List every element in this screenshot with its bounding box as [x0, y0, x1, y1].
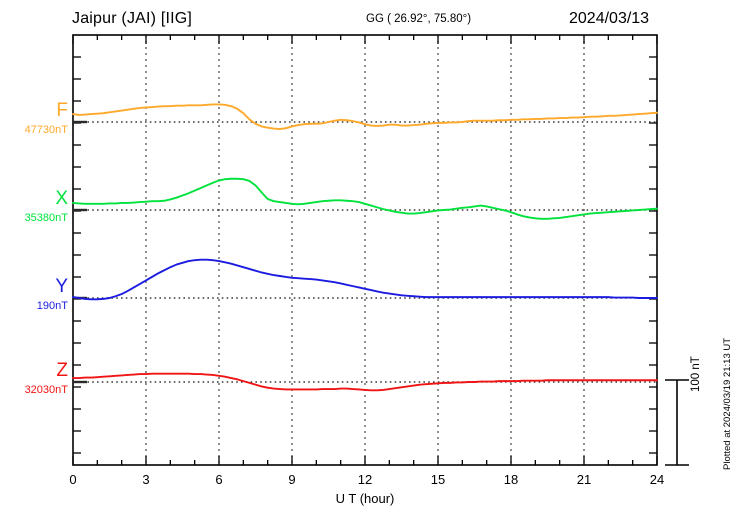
x-axis-title: U T (hour) — [335, 491, 395, 506]
component-label-Z: Z — [56, 360, 68, 381]
x-tick-label: 21 — [576, 472, 592, 487]
component-label-Y: Y — [55, 276, 68, 297]
trace-F — [72, 103, 658, 130]
geographic-coordinates: GG ( 26.92°, 75.80°) — [366, 13, 472, 25]
component-baseline-F: 47730nT — [24, 124, 68, 136]
x-tick-label: 12 — [357, 472, 373, 487]
x-tick-label: 0 — [69, 472, 77, 487]
trace-Y — [72, 258, 658, 301]
trace-Z — [72, 372, 658, 392]
x-tick-label: 15 — [430, 472, 446, 487]
component-label-F: F — [56, 100, 68, 121]
trace-X — [72, 177, 658, 220]
component-baseline-Z: 32030nT — [24, 384, 68, 396]
station-title: Jaipur (JAI) [IIG] — [72, 10, 193, 27]
x-tick-label: 6 — [215, 472, 223, 487]
x-tick-label: 3 — [142, 472, 150, 487]
component-label-X: X — [55, 188, 68, 209]
component-baseline-X: 35380nT — [24, 212, 68, 224]
date-label: 2024/03/13 — [569, 10, 650, 27]
x-tick-label: 24 — [649, 472, 665, 487]
component-baseline-Y: 190nT — [36, 300, 68, 312]
plotted-at-label: Plotted at 2024/03/19 21:13 UT — [722, 337, 730, 470]
x-tick-label: 18 — [503, 472, 519, 487]
x-tick-label: 9 — [288, 472, 296, 487]
plot-frame — [72, 34, 658, 466]
scale-bar-label: 100 nT — [690, 356, 702, 392]
